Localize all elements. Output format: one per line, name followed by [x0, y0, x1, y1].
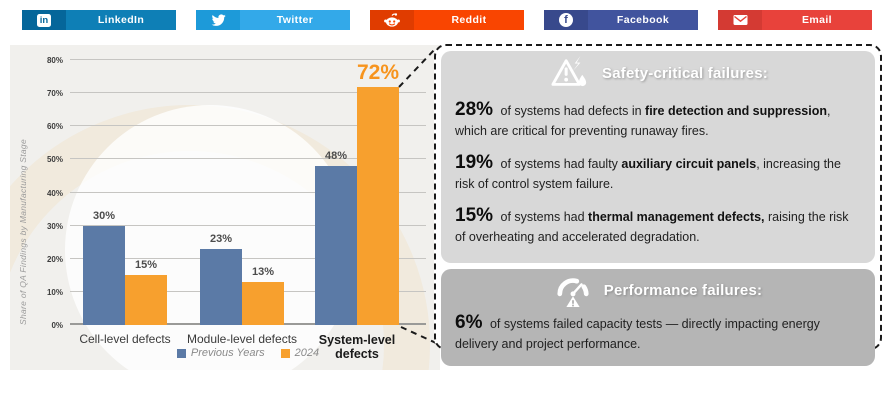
facebook-icon: f — [544, 10, 588, 30]
bar-2024 — [242, 281, 284, 325]
warning-flame-icon — [551, 55, 587, 87]
performance-header: Performance failures: — [455, 269, 861, 309]
bar-previous-years — [315, 166, 357, 325]
share-button-facebook[interactable]: f Facebook — [544, 10, 698, 30]
qa-findings-chart: Share of QA Findings by Manufacturing St… — [10, 45, 440, 370]
safety-stat: 19% of systems had faulty auxiliary circ… — [455, 151, 841, 191]
share-button-email[interactable]: Email — [718, 10, 872, 30]
gridline — [70, 191, 426, 193]
share-button-label: LinkedIn — [66, 10, 176, 30]
x-category-label: Module-level defects — [186, 332, 298, 346]
bar-2024 — [125, 275, 167, 325]
bar-previous-years — [200, 248, 242, 325]
legend-swatch — [176, 348, 186, 358]
bar-value-label: 15% — [134, 259, 158, 272]
bar-value-label: 48% — [324, 150, 348, 162]
safety-stat: 15% of systems had thermal management de… — [455, 204, 849, 244]
legend-swatch — [280, 348, 290, 358]
safety-header: Safety-critical failures: — [455, 51, 861, 91]
bar-value-label: 30% — [92, 209, 116, 222]
envelope-icon — [718, 10, 762, 30]
reddit-alien-icon — [370, 10, 414, 30]
gridline — [70, 59, 426, 60]
y-tick-label: 70% — [46, 89, 63, 99]
gauge-icon — [557, 278, 589, 307]
bar-2024 — [357, 86, 399, 325]
linkedin-icon: in — [22, 10, 66, 30]
share-button-linkedin[interactable]: in LinkedIn — [22, 10, 176, 30]
bar-value-label: 13% — [251, 265, 275, 278]
y-tick-label: 80% — [46, 56, 63, 65]
y-tick-label: 10% — [46, 287, 63, 297]
share-button-twitter[interactable]: Twitter — [196, 10, 350, 30]
share-button-label: Reddit — [414, 10, 524, 30]
y-tick-label: 30% — [46, 221, 63, 231]
legend-item: Previous Years — [176, 347, 265, 359]
bar-previous-years — [83, 225, 125, 325]
y-tick-label: 0% — [51, 321, 63, 330]
performance-title: Performance failures: — [603, 282, 763, 300]
plot-area: 0% 10% 20% 30% 40% 50% 60% 70% 80% 30% 15% 23% 13% 48… — [47, 56, 426, 330]
chart-legend: Previous Years 2024 — [70, 347, 426, 359]
performance-failures-box: Performance failures: 6% of systems fail… — [441, 268, 875, 366]
y-tick-label: 60% — [46, 122, 63, 132]
share-bar: in LinkedIn Twitter Reddit — [22, 10, 872, 30]
bar-value-label: 23% — [209, 232, 233, 245]
legend-label: 2024 — [294, 347, 320, 359]
gridline — [70, 224, 426, 226]
twitter-bird-icon — [196, 10, 240, 30]
safety-stat: 28% of systems had defects in fire detec… — [455, 99, 831, 138]
legend-label: Previous Years — [190, 347, 265, 359]
x-category-label: System-level defects — [318, 333, 396, 362]
y-axis-title: Share of QA Findings by Manufacturing St… — [18, 139, 28, 325]
bar-value-label: 72% — [356, 60, 400, 84]
share-button-reddit[interactable]: Reddit — [370, 10, 524, 30]
gridline — [70, 92, 426, 94]
legend-item: 2024 — [280, 347, 320, 359]
safety-failures-box: Safety-critical failures: 28% of systems… — [441, 51, 875, 263]
gridline — [70, 158, 426, 160]
gridline — [70, 257, 426, 259]
y-tick-label: 50% — [46, 155, 63, 165]
safety-title: Safety-critical failures: — [602, 64, 768, 82]
y-tick-label: 40% — [46, 188, 63, 198]
gridline — [70, 125, 426, 127]
share-button-label: Email — [762, 10, 872, 30]
x-category-label: Cell-level defects — [79, 332, 171, 346]
share-button-label: Twitter — [240, 10, 350, 30]
y-tick-label: 20% — [46, 254, 63, 264]
callout-panel: Safety-critical failures: 28% of systems… — [434, 44, 882, 366]
share-button-label: Facebook — [588, 10, 698, 30]
performance-stat: 6% of systems failed capacity tests — di… — [455, 311, 820, 351]
